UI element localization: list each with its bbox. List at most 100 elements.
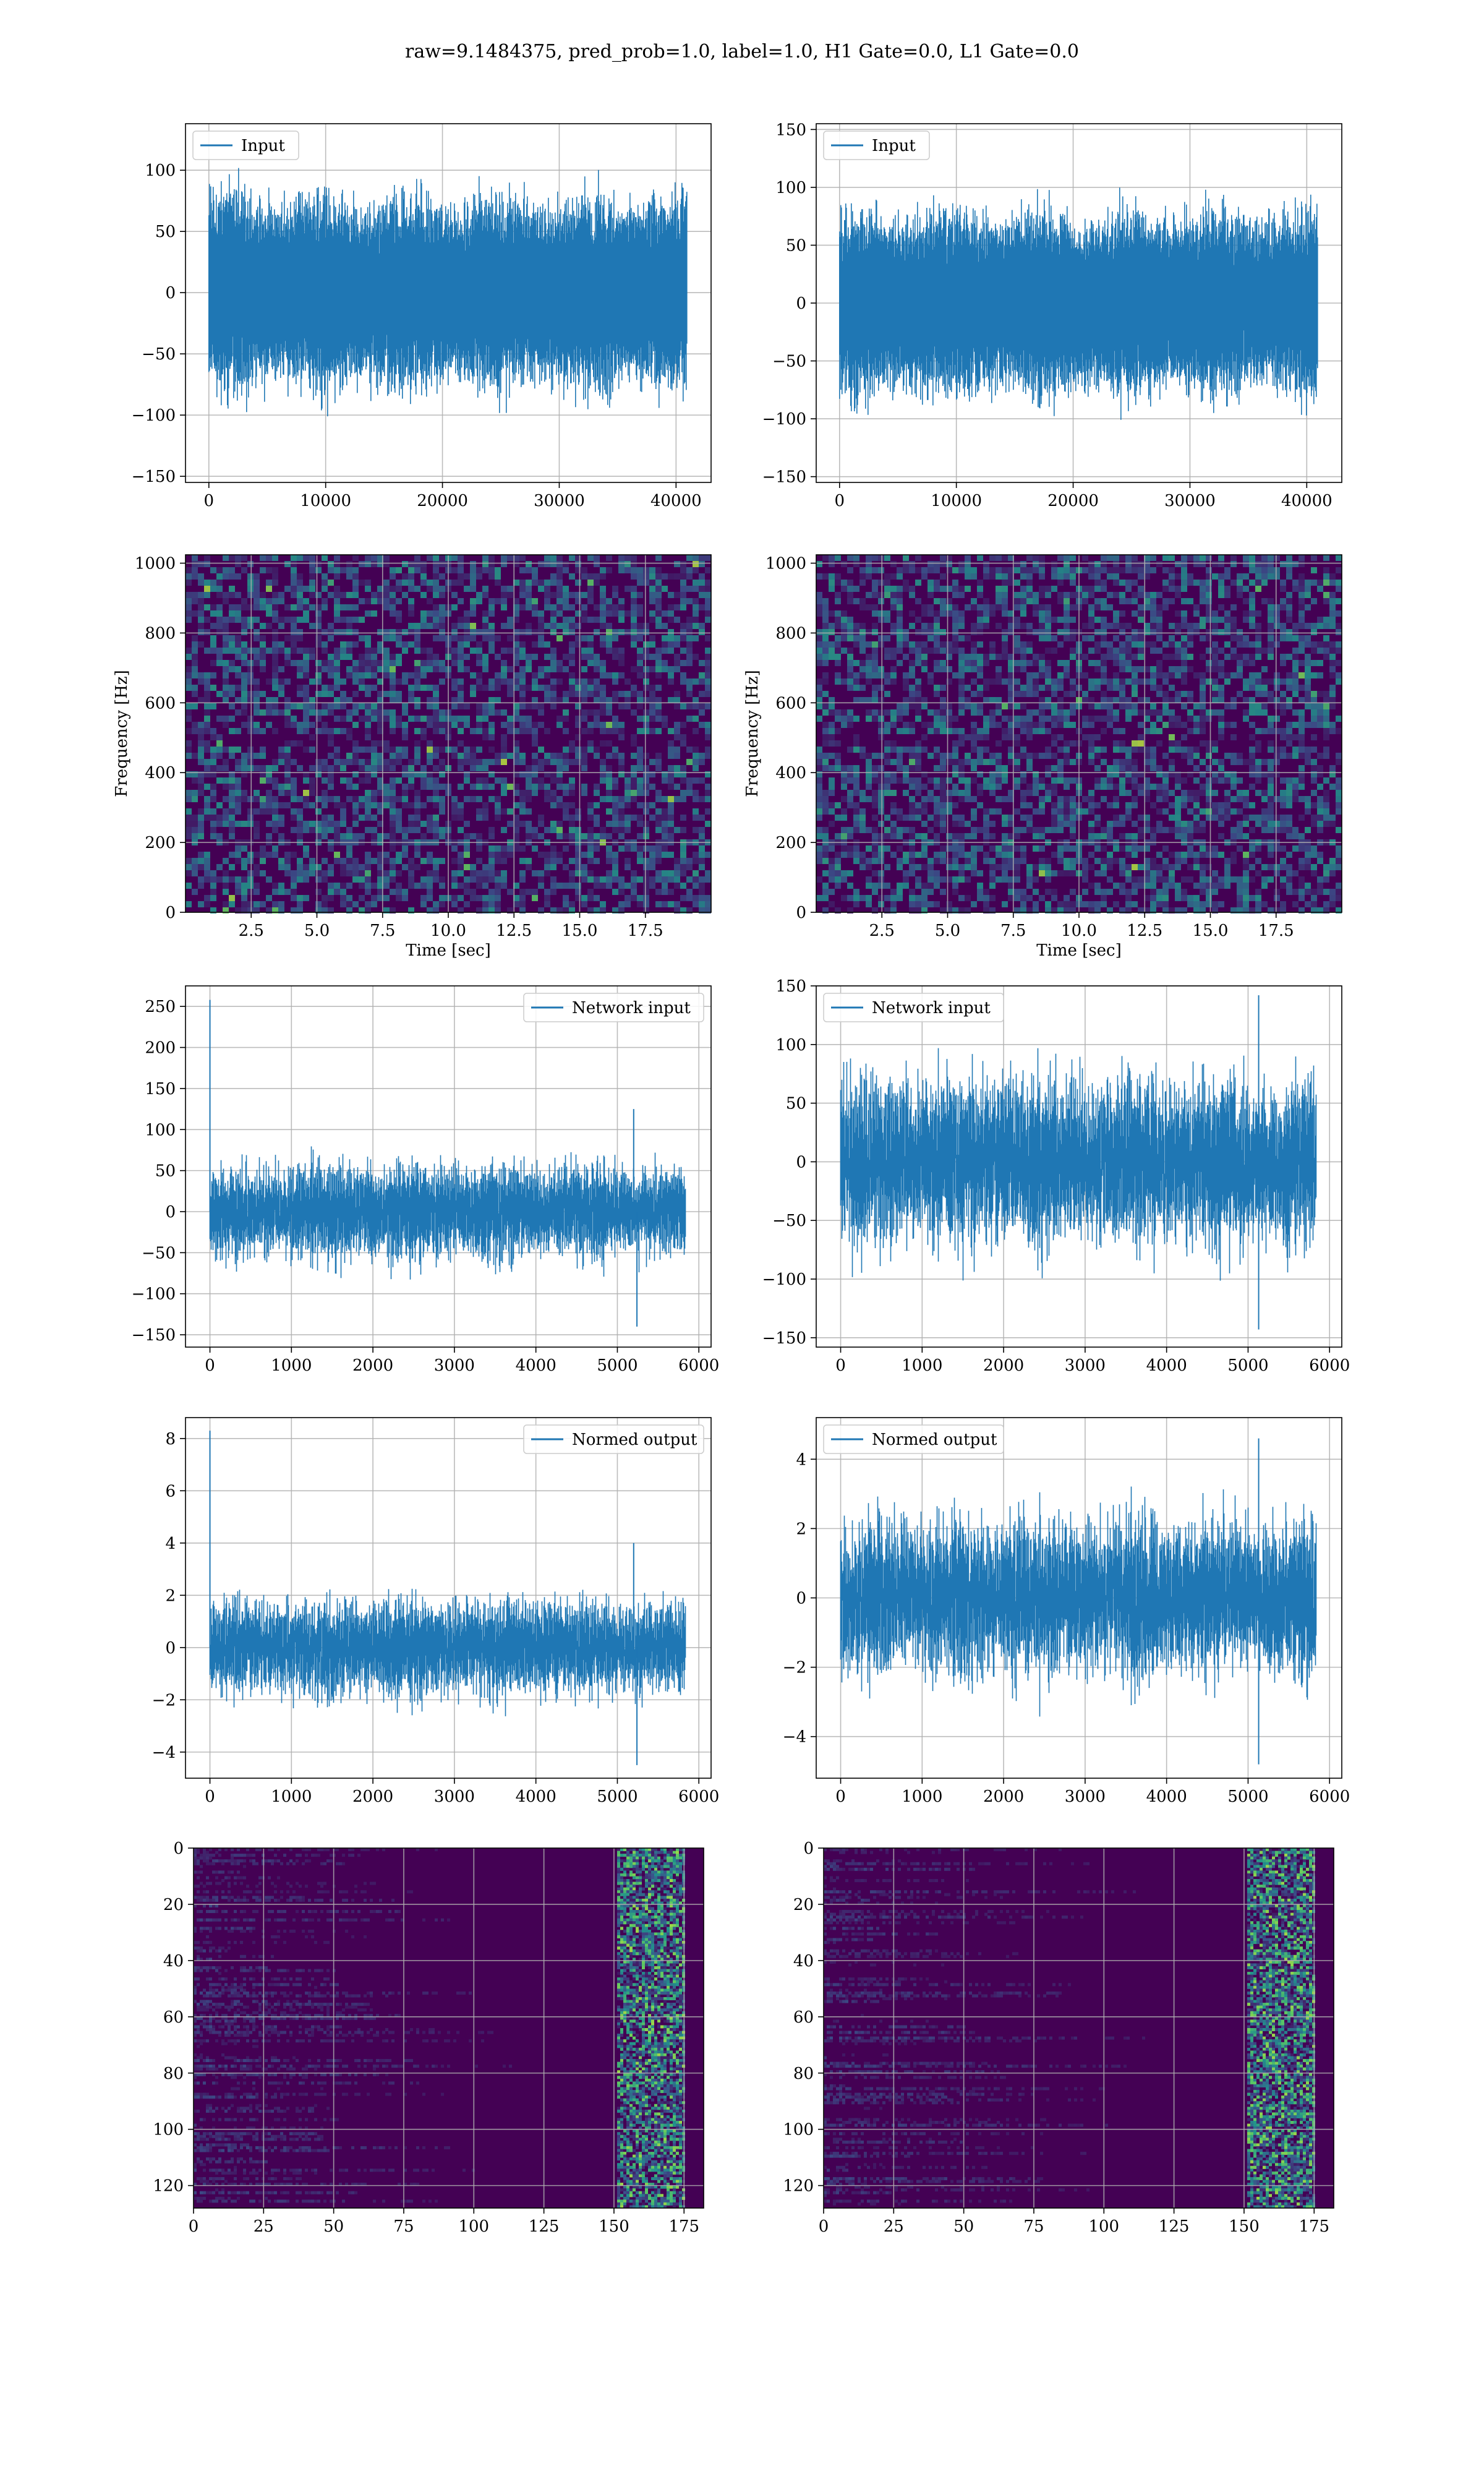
input-h1-legend-label: Input (241, 137, 285, 155)
feat-h1-xtick-label-3: 75 (393, 2217, 414, 2236)
input-h1-legend-box (192, 131, 299, 160)
normed-l1-ytick-label-1: −2 (783, 1659, 806, 1677)
netin-l1-xtick-label-3: 3000 (1065, 1356, 1106, 1375)
spec-l1-xtick-label-0: 2.5 (869, 922, 895, 940)
input-l1-series-line (839, 187, 1318, 420)
spec-l1-ytick-label-5: 1000 (765, 555, 806, 573)
normed-h1-legend: Normed output (523, 1424, 704, 1454)
normed-l1-xtick-label-1: 1000 (902, 1787, 942, 1806)
spec-l1-xtick-label-2: 7.5 (1000, 922, 1026, 940)
netin-h1-ytick-label-7: 200 (145, 1039, 176, 1058)
feat-l1-cells (824, 1848, 1315, 2209)
feat-h1-xtick-label-2: 50 (323, 2217, 344, 2236)
netin-h1-ytick-label-0: −150 (132, 1326, 176, 1345)
spec-h1-xtick-label-4: 12.5 (496, 922, 532, 940)
spec-l1-xtick-label-3: 10.0 (1061, 922, 1097, 940)
input-h1-ytick-label-0: −150 (132, 468, 176, 486)
normed-l1-xtick-label-2: 2000 (983, 1787, 1024, 1806)
spec-l1-ytick-label-1: 200 (775, 834, 806, 852)
netin-h1-ytick-label-2: −50 (142, 1244, 176, 1262)
feat-h1-cells (194, 1848, 685, 2209)
input-h1-xtick-label-3: 30000 (534, 492, 585, 510)
input-l1-ytick-label-1: −100 (762, 410, 806, 429)
netin-l1-ytick-label-1: −100 (762, 1270, 806, 1289)
spec-l1-ytick-label-2: 400 (775, 764, 806, 782)
input-h1-ytick-label-3: 0 (165, 284, 176, 302)
feat-h1-ytick-label-0: 0 (173, 1839, 184, 1858)
input-l1-ytick-label-5: 100 (775, 179, 806, 197)
feat-h1-ytick-label-3: 60 (163, 2008, 184, 2027)
feat-l1-xtick-label-6: 150 (1229, 2217, 1260, 2236)
normed-l1-legend: Normed output (823, 1424, 1004, 1454)
normed-h1-xtick-label-0: 0 (205, 1787, 215, 1806)
netin-h1-xtick-label-0: 0 (205, 1356, 215, 1375)
spec-h1-xtick-label-1: 5.0 (304, 922, 330, 940)
feat-l1-ytick-label-6: 120 (783, 2177, 814, 2196)
spec-l1-ytick-label-0: 0 (796, 904, 806, 922)
feat-l1-xtick-label-0: 0 (819, 2217, 829, 2236)
netin-h1-xtick-label-3: 3000 (434, 1356, 475, 1375)
normed-h1-frame (185, 1417, 712, 1779)
normed-h1-ytick-label-2: 0 (165, 1639, 176, 1658)
spec-h1-xtick-label-5: 15.0 (562, 922, 598, 940)
normed-h1-xtick-label-5: 5000 (597, 1787, 638, 1806)
spec-h1-ytick-label-3: 600 (145, 694, 176, 713)
input-h1-legend: Input (192, 131, 299, 160)
feat-l1-xtick-label-5: 125 (1159, 2217, 1190, 2236)
normed-l1-ytick-label-2: 0 (796, 1590, 806, 1608)
netin-h1-series-line (209, 1146, 686, 1280)
normed-h1-xtick-label-2: 2000 (352, 1787, 393, 1806)
normed-h1-xtick-label-3: 3000 (434, 1787, 475, 1806)
netin-l1-legend-label: Network input (872, 999, 991, 1017)
spec-l1-plot: 2.5 5.0 7.5 10.0 12.5 15.0 17.5 0 200 400 600 800 10… (743, 554, 1342, 960)
netin-l1-xtick-label-4: 4000 (1146, 1356, 1187, 1375)
spec-h1-xtick-label-6: 17.5 (628, 922, 663, 940)
normed-h1-ytick-label-4: 4 (165, 1534, 176, 1553)
normed-h1-legend-box (523, 1424, 704, 1454)
netin-h1-ytick-label-3: 0 (165, 1203, 176, 1222)
netin-l1-frame (816, 985, 1342, 1348)
input-l1-ytick-label-6: 150 (775, 121, 806, 139)
input-l1-plot: 0 10000 20000 30000 40000 −150 −100 −50 0 50 100 15… (762, 121, 1342, 510)
feat-h1-ytick-label-4: 80 (163, 2065, 184, 2083)
feat-h1-xtick-label-7: 175 (668, 2217, 699, 2236)
spec-h1-ylabel: Frequency [Hz] (113, 670, 131, 797)
input-h1-ytick-label-2: −50 (142, 345, 176, 364)
feat-l1-xtick-label-4: 100 (1088, 2217, 1119, 2236)
input-h1-xtick-label-1: 10000 (300, 492, 351, 510)
input-l1-xtick-label-0: 0 (835, 492, 845, 510)
input-l1-xtick-label-1: 10000 (931, 492, 982, 510)
netin-h1-ytick-label-4: 50 (155, 1162, 176, 1181)
netin-h1-xtick-label-6: 6000 (678, 1356, 719, 1375)
feat-l1-ytick-label-4: 80 (793, 2065, 814, 2083)
spec-l1-xtick-label-6: 17.5 (1258, 922, 1294, 940)
spec-l1-xtick-label-1: 5.0 (935, 922, 960, 940)
normed-l1-plot: 0 1000 2000 3000 4000 5000 6000 −4 −2 0 2 4 Normed o… (783, 1417, 1350, 1806)
normed-h1-ytick-label-0: −4 (152, 1744, 176, 1762)
input-l1-ytick-label-2: −50 (772, 353, 806, 371)
netin-h1-ytick-label-1: −100 (132, 1285, 176, 1304)
feat-h1-xtick-label-0: 0 (189, 2217, 199, 2236)
netin-l1-xtick-label-5: 5000 (1227, 1356, 1268, 1375)
spec-l1-ylabel: Frequency [Hz] (743, 670, 762, 797)
input-l1-legend-box (823, 131, 930, 160)
netin-h1-ytick-label-5: 100 (145, 1121, 176, 1139)
feat-h1-frame (193, 1847, 704, 2209)
input-l1-xtick-label-4: 40000 (1281, 492, 1333, 510)
input-h1-ytick-label-1: −100 (132, 406, 176, 425)
feat-l1-xtick-label-2: 50 (953, 2217, 974, 2236)
netin-l1-legend: Network input (823, 993, 1004, 1022)
netin-l1-ytick-label-0: −150 (762, 1329, 806, 1348)
feat-l1-ytick-label-0: 0 (803, 1839, 814, 1858)
input-h1-plot: 0 10000 20000 30000 40000 −150 −100 −50 0 50 100 In… (132, 123, 712, 510)
feat-h1-plot: 0 25 50 75 100 125 150 175 0 20 40 60 80 100 120 (153, 1839, 704, 2236)
feat-l1-ytick-label-1: 20 (793, 1896, 814, 1914)
feat-l1-plot: 0 25 50 75 100 125 150 175 0 20 40 60 80 100 120 (783, 1839, 1334, 2236)
normed-l1-ytick-label-0: −4 (783, 1728, 806, 1747)
spec-h1-ytick-label-5: 1000 (135, 555, 176, 573)
spec-h1-ytick-label-0: 0 (165, 904, 176, 922)
netin-h1-xtick-label-5: 5000 (597, 1356, 638, 1375)
netin-l1-xtick-label-2: 2000 (983, 1356, 1024, 1375)
